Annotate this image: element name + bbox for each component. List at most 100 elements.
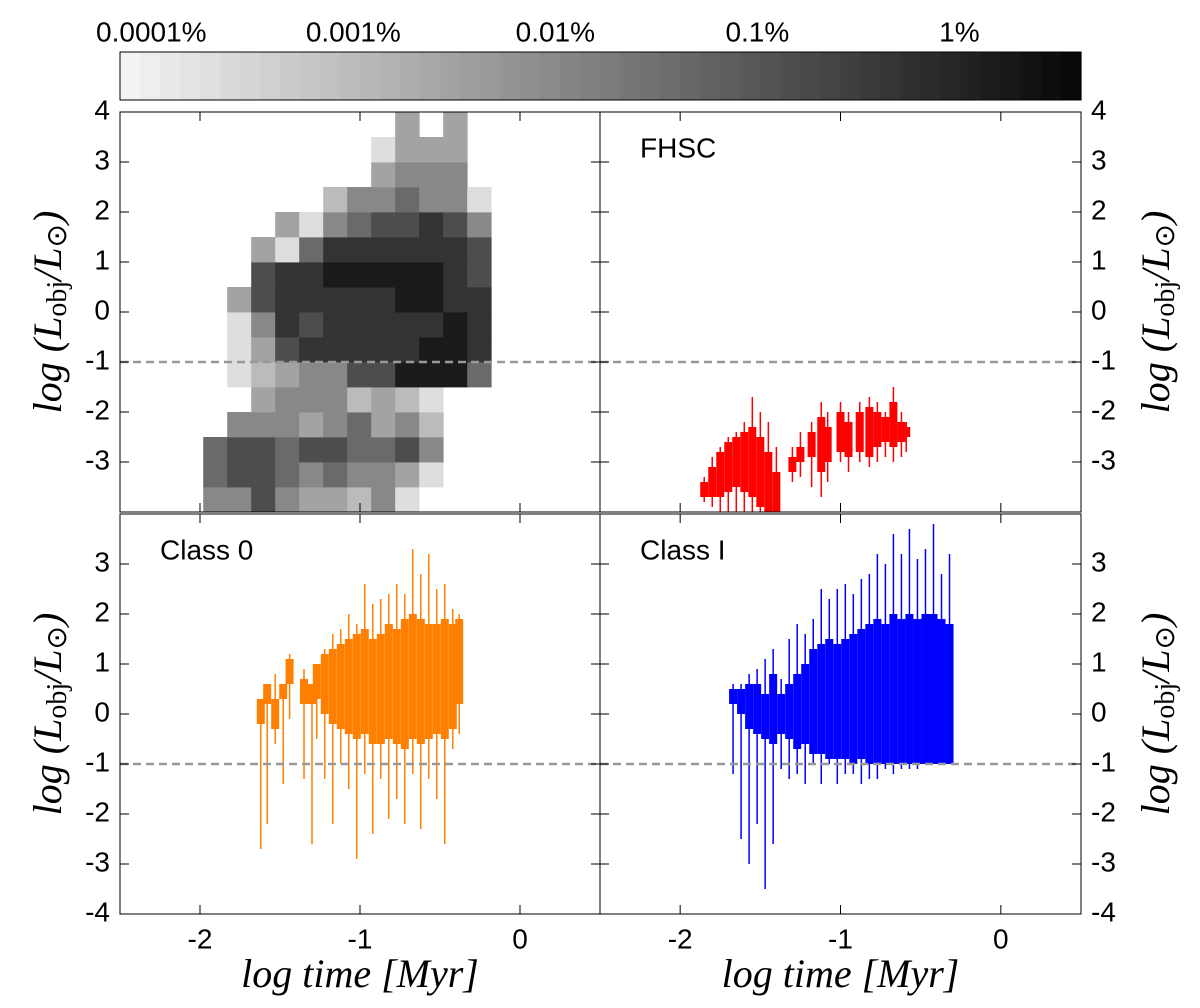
y-axis-label-part: ) [1133,211,1178,226]
range-core [777,694,786,734]
heat-cell [299,287,324,313]
range-core [312,664,321,699]
colorbar-tick-label: 0.01% [516,16,595,47]
range-core [352,634,361,739]
y-tick-label: 4 [94,94,110,125]
heat-cell [371,187,396,213]
colorbar-tick-label: 0.1% [725,16,789,47]
panel-label: Class 0 [160,534,253,565]
colorbar-step [1020,52,1042,100]
heat-cell [323,212,348,238]
heat-cell [419,162,444,188]
range-core [855,412,864,452]
heat-cell [323,337,348,363]
heat-cell [419,462,444,488]
heat-cell [203,462,228,488]
heat-cell [443,137,468,163]
y-axis-label-part: /L [25,649,70,684]
colorbar-tick-label: 0.001% [306,16,401,47]
colorbar-step [260,52,281,100]
y-tick-label: -3 [1091,444,1116,475]
heat-cell [347,437,372,463]
range-core [809,649,818,754]
range-core [392,629,401,744]
range-core [285,659,294,684]
heat-cell [347,412,372,438]
range-core [921,614,930,764]
y-axis-label-part: ) [25,613,70,628]
heat-cell [347,312,372,338]
heat-cell [299,262,324,288]
y-tick-label: -2 [85,796,110,827]
heat-cell [299,237,324,263]
heat-cell [371,412,396,438]
colorbar-step [760,52,782,100]
colorbar-tick-label: 1% [939,16,979,47]
heat-cell [251,237,276,263]
colorbar-step [840,52,862,100]
x-axis-label: log time [Myr] [241,951,479,996]
colorbar-step [340,52,361,100]
range-core [360,629,369,734]
heat-cell [323,387,348,413]
range-core [263,684,272,704]
y-axis-label-part: obj [42,281,73,317]
range-core [308,684,316,704]
colorbar-step [220,52,241,100]
heat-cell [371,437,396,463]
heat-cell [419,312,444,338]
heat-cell [323,237,348,263]
range-core [764,452,773,512]
heat-cell [203,437,228,463]
range-core [256,699,265,724]
heat-cell [395,437,420,463]
heat-cell [371,312,396,338]
colorbar-step [520,52,542,100]
heat-cell [371,137,396,163]
heat-cell [443,212,468,238]
heat-cell [443,187,468,213]
heat-cell [347,287,372,313]
range-core [807,432,816,457]
x-tick-label: -2 [188,923,213,954]
y-axis-label-part: log (L [25,317,70,414]
range-core [785,684,794,739]
heat-cell [395,337,420,363]
heat-cell [371,212,396,238]
colorbar-step [180,52,201,100]
range-core [836,412,845,452]
colorbar-step [560,52,582,100]
heat-cell [323,412,348,438]
heat-cell [251,337,276,363]
colorbar-step [500,52,522,100]
y-tick-label: -4 [85,896,110,927]
range-core [724,442,733,492]
y-tick-label: 0 [94,696,110,727]
heat-cell [395,387,420,413]
colorbar-step [600,52,622,100]
range-core [817,417,826,472]
range-core [729,689,738,704]
y-axis-label-part: obj [1150,281,1181,317]
panel-label: FHSC [640,132,716,163]
heat-cell [419,137,444,163]
heat-cell [203,487,228,513]
colorbar-step [880,52,902,100]
y-axis-label-part: /L [1133,649,1178,684]
colorbar-step [140,52,161,100]
y-tick-label: -2 [1091,796,1116,827]
heat-cell [251,362,276,388]
range-core [745,684,754,729]
range-core [844,422,853,457]
range-core [440,619,449,739]
range-core [748,427,757,497]
y-tick-label: -3 [85,444,110,475]
heat-cell [347,462,372,488]
heat-cell [467,312,492,338]
heat-cell [275,362,300,388]
colorbar-step [1060,52,1082,100]
heat-cell [395,462,420,488]
y-axis-label-part: log (L [25,719,70,816]
heat-cell [275,237,300,263]
range-core [400,619,409,749]
